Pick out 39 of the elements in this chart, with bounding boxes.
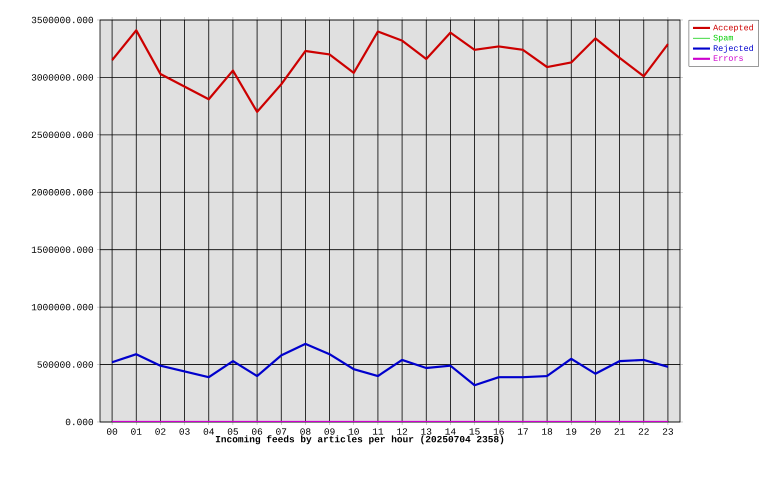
x-tick-label: 15	[470, 428, 480, 435]
x-tick-label: 01	[131, 428, 142, 435]
x-tick-label: 21	[614, 428, 625, 435]
x-tick-label: 02	[155, 428, 166, 435]
x-tick-label: 13	[421, 428, 432, 435]
line-series	[110, 29, 670, 113]
x-tick-label: 04	[204, 428, 214, 435]
x-tick-label: 17	[518, 428, 528, 435]
y-tick-label: 3000000.000	[32, 74, 94, 81]
legend-label: Accepted	[713, 24, 753, 32]
legend-label: Rejected	[714, 44, 753, 53]
x-axis-title: Incoming feeds by articles per hour (20250704 2358)	[216, 435, 504, 444]
x-tick-label: 10	[348, 428, 359, 435]
x-tick-label: 16	[494, 428, 504, 435]
y-tick-label: 3500000.000	[32, 16, 94, 24]
line-series	[110, 342, 670, 386]
x-tick-label: 07	[276, 428, 286, 435]
y-tick-label: 2500000.000	[32, 132, 94, 138]
x-tick-label: 09	[324, 428, 335, 435]
x-tick-label: 08	[300, 428, 310, 435]
x-tick-label: 12	[397, 428, 408, 435]
x-tick-label: 14	[445, 428, 456, 435]
x-tick-label: 11	[372, 428, 384, 435]
y-tick-label: 2000000.000	[32, 189, 94, 196]
y-tick-label: 500000.000	[37, 361, 94, 368]
x-tick-label: 20	[590, 428, 601, 435]
y-tick-label: 1500000.000	[32, 246, 94, 253]
x-tick-label: 03	[179, 428, 190, 435]
x-tick-label: 06	[252, 428, 262, 435]
y-tick-label: 0.000	[66, 418, 94, 426]
x-tick-label: 05	[228, 428, 238, 435]
x-tick-label: 22	[638, 428, 649, 435]
x-tick-label: 00	[106, 428, 118, 435]
y-tick-label: 1000000.000	[32, 304, 94, 310]
x-tick-label: 19	[566, 428, 576, 435]
x-tick-label: 23	[662, 428, 673, 435]
legend-label: Errors	[714, 55, 743, 61]
x-tick-label: 18	[542, 428, 552, 435]
legend-label: Spam	[713, 34, 733, 42]
